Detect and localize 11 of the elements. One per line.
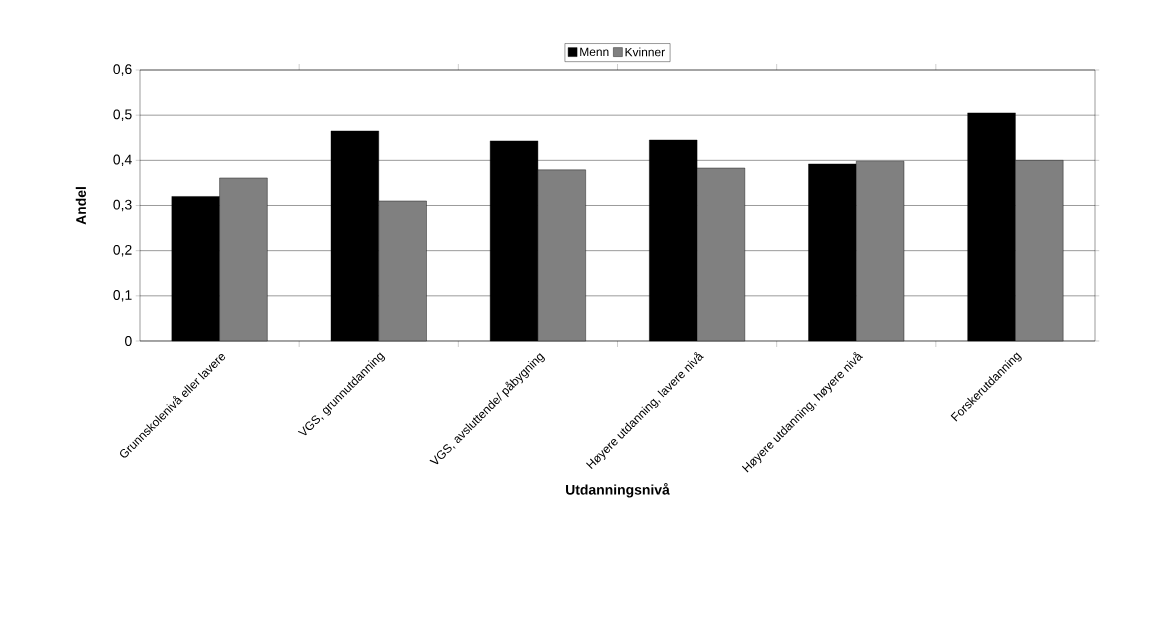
y-axis-title: Andel [75, 187, 86, 225]
y-tick-label: 0,2 [113, 244, 132, 257]
legend-label: Menn [580, 47, 609, 57]
x-axis-title: Utdanningsnivå [566, 483, 670, 498]
legend-label: Kvinner [625, 47, 665, 57]
y-tick-label: 0,1 [113, 290, 132, 302]
y-tick-label: 0,3 [113, 199, 132, 212]
y-tick-label: 0,4 [113, 154, 132, 167]
y-tick-label: 0,6 [113, 64, 132, 76]
y-tick-label: 0,5 [113, 109, 132, 121]
y-tick-label: 0 [125, 336, 132, 346]
